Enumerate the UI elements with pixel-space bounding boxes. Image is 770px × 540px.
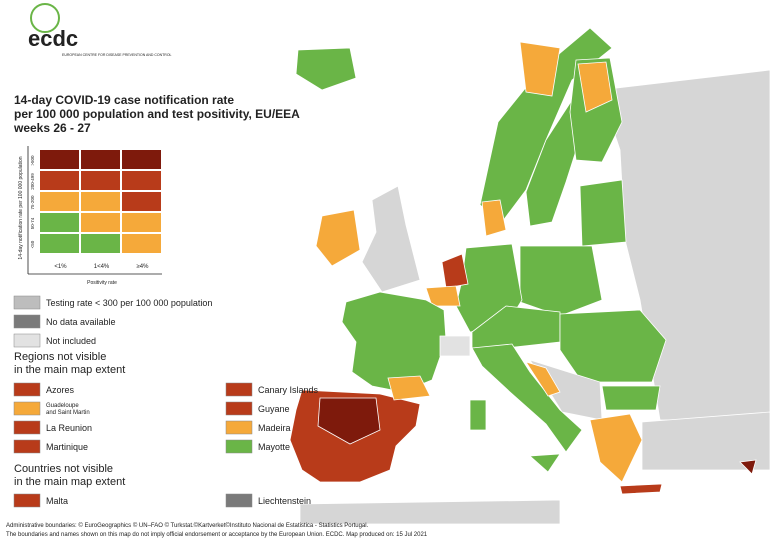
land-italy bbox=[471, 343, 583, 453]
land-north-africa bbox=[299, 499, 561, 525]
land-france bbox=[341, 291, 447, 393]
legend-swatch bbox=[13, 493, 41, 508]
land-crete bbox=[619, 483, 663, 495]
legend-heading: Countries not visible bbox=[14, 463, 113, 475]
legend-label: Malta bbox=[46, 496, 68, 506]
legend-heading: in the main map extent bbox=[14, 476, 125, 488]
matrix-col-label: <1% bbox=[54, 264, 67, 270]
matrix-col-label: 1<4% bbox=[94, 264, 110, 270]
legend-swatch bbox=[225, 382, 253, 397]
land-greece bbox=[589, 413, 643, 483]
land-iceland bbox=[295, 47, 357, 91]
footer-line: The boundaries and names shown on this m… bbox=[6, 532, 428, 538]
matrix-cell bbox=[122, 213, 161, 232]
legend-label: Liechtenstein bbox=[258, 496, 311, 506]
title: 14-day COVID-19 case notification ratepe… bbox=[13, 93, 300, 135]
legend-label: Azores bbox=[46, 385, 75, 395]
land-hungary-romania bbox=[559, 309, 667, 383]
land-bulgaria bbox=[601, 385, 661, 411]
title-line: 14-day COVID-19 case notification rate bbox=[14, 93, 234, 107]
land-poland bbox=[519, 245, 603, 317]
legend-label: Mayotte bbox=[258, 442, 290, 452]
legend-swatch bbox=[225, 493, 253, 508]
legend-swatch bbox=[225, 439, 253, 454]
matrix-row-label: 75-200 bbox=[30, 195, 35, 210]
legend-swatch bbox=[225, 420, 253, 435]
land-switzerland bbox=[439, 335, 471, 357]
matrix-cell bbox=[81, 192, 120, 211]
legend-swatch bbox=[13, 439, 41, 454]
legend-swatch bbox=[13, 401, 41, 416]
land-norway-region bbox=[519, 41, 561, 97]
map bbox=[289, 27, 770, 525]
matrix-cell bbox=[40, 192, 79, 211]
land-ireland bbox=[315, 209, 361, 267]
legend-swatch bbox=[225, 401, 253, 416]
legend-swatch bbox=[13, 314, 41, 329]
legend-swatch bbox=[13, 382, 41, 397]
matrix-y-axis-label: 14-day notification rate per 100 000 pop… bbox=[18, 156, 24, 259]
logo-name: ecdc bbox=[28, 26, 78, 51]
footer: Administrative boundaries: © EuroGeograp… bbox=[6, 522, 428, 538]
land-cyprus bbox=[739, 459, 757, 475]
matrix-cell bbox=[122, 234, 161, 253]
land-denmark bbox=[481, 199, 507, 237]
legend-label: Guyane bbox=[258, 404, 290, 414]
legend-heading: in the main map extent bbox=[14, 364, 125, 376]
land-croatia bbox=[525, 361, 561, 397]
matrix-cell bbox=[81, 171, 120, 190]
legend-heading: Regions not visible bbox=[14, 351, 106, 363]
land-sweden bbox=[525, 99, 583, 227]
legend-swatch bbox=[13, 295, 41, 310]
legend-label: Madeira bbox=[258, 423, 291, 433]
matrix-row-label: <50 bbox=[30, 240, 35, 248]
matrix-cell bbox=[40, 213, 79, 232]
land-netherlands bbox=[441, 253, 469, 289]
matrix-cell bbox=[81, 150, 120, 169]
title-line: per 100 000 population and test positivi… bbox=[14, 107, 300, 121]
legend-label: No data available bbox=[46, 317, 116, 327]
matrix-cell bbox=[122, 171, 161, 190]
matrix-cell bbox=[81, 213, 120, 232]
legend-label: Not included bbox=[46, 336, 96, 346]
matrix-row-label: 200-499 bbox=[30, 173, 35, 190]
matrix-row-label: 50-74 bbox=[30, 217, 35, 229]
land-sicily bbox=[529, 453, 561, 473]
matrix-cell bbox=[81, 234, 120, 253]
legend-label: Testing rate < 300 per 100 000 populatio… bbox=[46, 298, 212, 308]
footer-line: Administrative boundaries: © EuroGeograp… bbox=[6, 522, 369, 529]
legend-label: Guadeloupe bbox=[46, 403, 79, 409]
matrix-cell bbox=[40, 171, 79, 190]
legend: Testing rate < 300 per 100 000 populatio… bbox=[13, 295, 319, 508]
legend-matrix: >500 200-499 75-200 50-74 <50 <1% 1<4% ≥4% 14-da… bbox=[18, 146, 162, 286]
matrix-cell bbox=[122, 150, 161, 169]
land-south-france bbox=[387, 375, 431, 401]
matrix-cell bbox=[40, 150, 79, 169]
land-baltics bbox=[579, 179, 627, 247]
legend-label: and Saint Martin bbox=[46, 410, 90, 416]
land-belgium bbox=[425, 285, 461, 307]
land-turkey bbox=[641, 411, 770, 471]
matrix-x-axis-label: Positivity rate bbox=[87, 280, 117, 286]
land-sardinia bbox=[469, 399, 487, 431]
title-line: weeks 26 - 27 bbox=[13, 121, 91, 135]
land-finland-region bbox=[577, 61, 613, 113]
legend-swatch bbox=[13, 420, 41, 435]
matrix-col-label: ≥4% bbox=[137, 264, 150, 270]
land-uk bbox=[361, 185, 421, 293]
land-castile bbox=[317, 397, 381, 445]
logo-globe bbox=[30, 3, 60, 33]
logo-subtitle: EUROPEAN CENTRE FOR DISEASE PREVENTION A… bbox=[62, 53, 172, 57]
legend-swatch bbox=[13, 333, 41, 348]
legend-label: Martinique bbox=[46, 442, 88, 452]
matrix-cell bbox=[40, 234, 79, 253]
legend-label: Canary Islands bbox=[258, 385, 319, 395]
matrix-cell bbox=[122, 192, 161, 211]
logo: ecdc EUROPEAN CENTRE FOR DISEASE PREVENT… bbox=[28, 3, 172, 57]
matrix-row-label: >500 bbox=[30, 155, 35, 166]
legend-label: La Reunion bbox=[46, 423, 92, 433]
